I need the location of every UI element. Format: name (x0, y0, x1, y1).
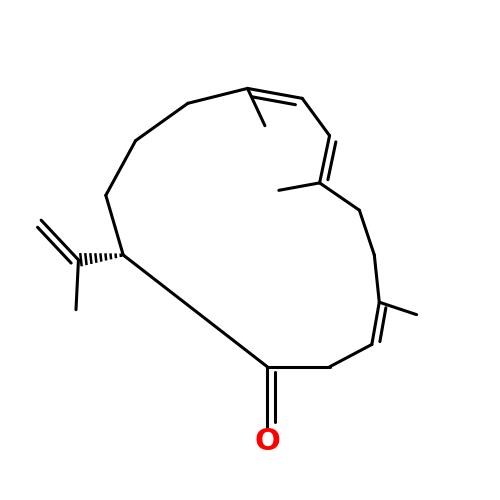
Text: O: O (254, 427, 280, 456)
